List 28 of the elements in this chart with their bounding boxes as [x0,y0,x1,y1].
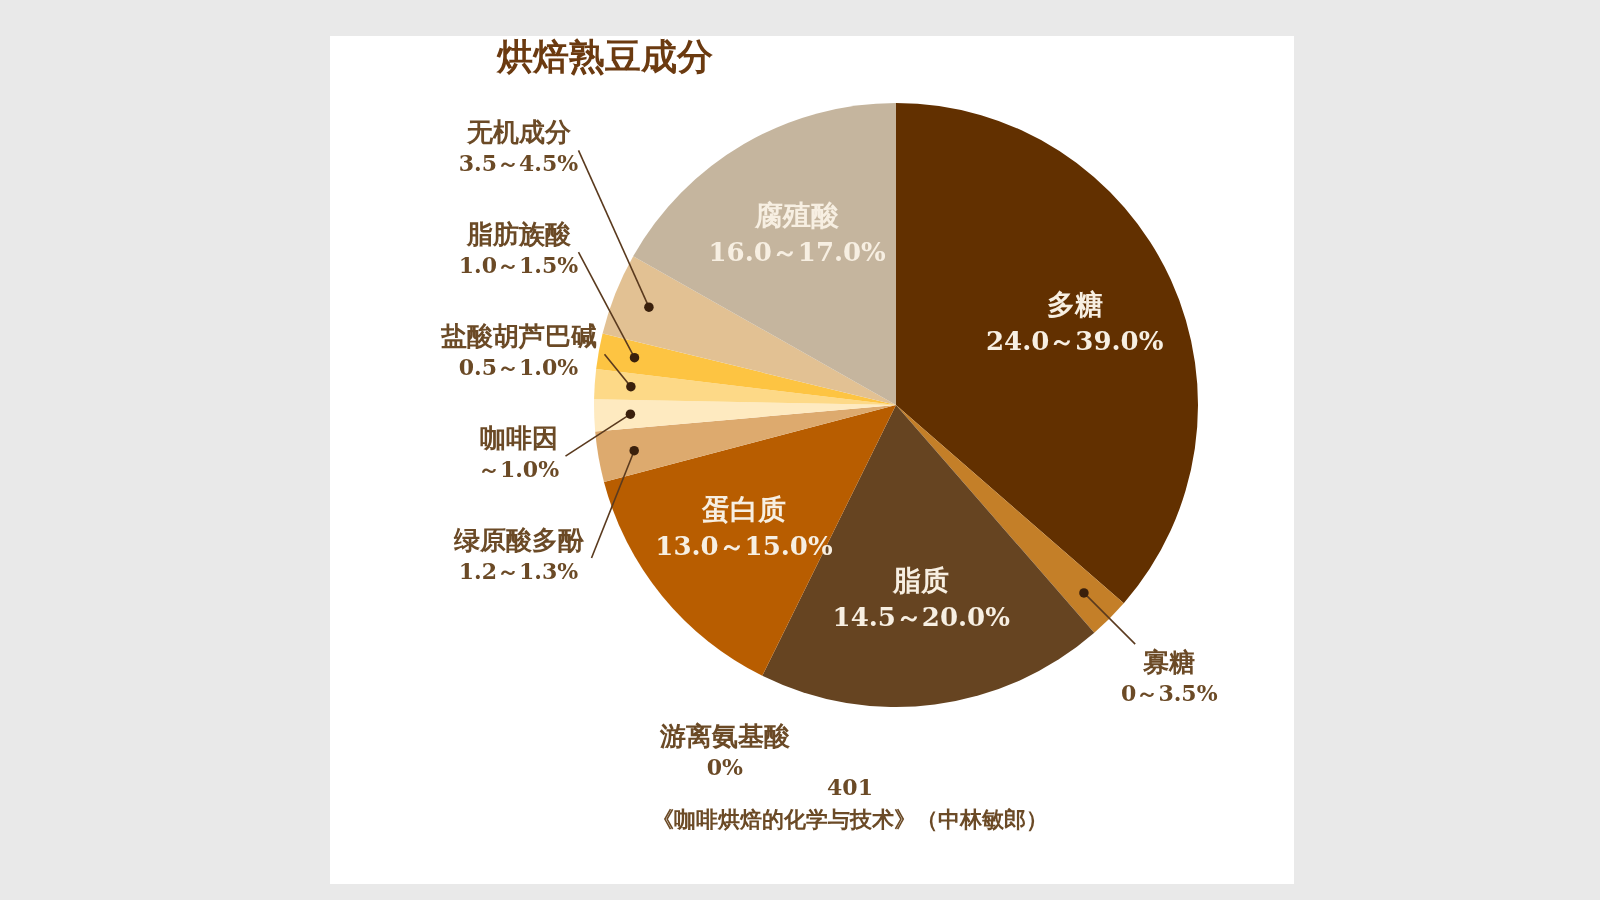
pie-slice [633,103,896,405]
slice-label: 蛋白质 [700,493,786,527]
slice-label: 腐殖酸 [754,199,840,233]
category-label: 游离氨基酸 [659,720,790,751]
text: 24.0～39.0% [985,325,1164,356]
text: 0% [706,753,743,780]
slice-label: 无机成分 [465,117,572,148]
text: 1.2～1.3% [458,558,579,584]
slice-label: 多糖 [1046,287,1103,321]
text: ～1.0% [477,456,560,483]
text: 16.0～17.0% [708,237,886,268]
slice-label: 盐酸胡芦巴碱 [439,321,597,352]
text: 0.5～1.0% [458,354,579,381]
slice-label: 咖啡因 [479,423,558,454]
text: 14.5～20.0% [832,601,1010,632]
text: 3.5～4.5% [458,150,579,177]
pie-slice [596,333,896,405]
text: 401 [827,774,873,800]
slice-label: 脂质 [892,563,950,597]
slice-label: 脂肪族酸 [465,219,571,250]
text: 1.0～1.5% [458,252,579,279]
chart-title: 烘焙熟豆成分 [496,35,713,77]
text: 《咖啡烘焙的化学与技术》（中林敏郎） [652,806,1048,832]
text: 13.0～15.0% [655,531,833,562]
slice-label: 绿原酸多酚 [452,525,585,555]
text: 0～3.5% [1121,680,1218,707]
slice-label: 寡糖 [1142,647,1196,678]
pie-slice [595,405,896,482]
